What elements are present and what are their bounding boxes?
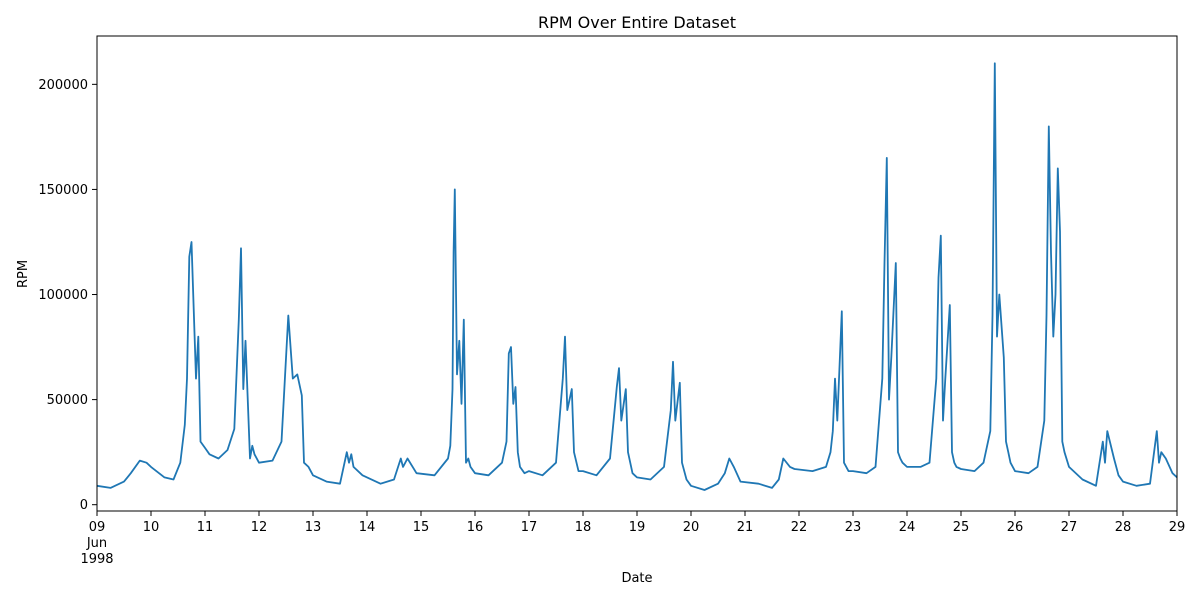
x-tick-label: 27 — [1061, 520, 1078, 535]
y-tick-label: 200000 — [38, 78, 88, 93]
x-tick-label: 10 — [143, 520, 160, 535]
y-axis-label: RPM — [16, 260, 31, 288]
plot-area — [96, 35, 1178, 512]
x-tick-label: 21 — [737, 520, 754, 535]
x-tick-label: 15 — [413, 520, 430, 535]
x-tick-label: 19 — [629, 520, 646, 535]
y-tick-label: 150000 — [38, 183, 88, 198]
x-tick-sublabel: 1998 — [80, 552, 113, 567]
x-tick-label: 24 — [899, 520, 916, 535]
x-tick-label: 13 — [305, 520, 322, 535]
y-tick-label: 0 — [80, 498, 88, 513]
x-tick-label: 17 — [521, 520, 538, 535]
x-tick-label: 11 — [197, 520, 214, 535]
x-tick-label: 09 — [89, 520, 106, 535]
y-tick-label: 100000 — [38, 288, 88, 303]
x-tick-label: 20 — [683, 520, 700, 535]
x-tick-label: 29 — [1169, 520, 1186, 535]
series-layer — [96, 62, 1178, 491]
y-axis: 0 50000 100000 150000 200000 — [38, 78, 97, 513]
plot-frame — [96, 35, 1178, 512]
chart-title: RPM Over Entire Dataset — [538, 13, 736, 32]
x-tick-sublabel: Jun — [86, 536, 107, 551]
x-tick-label: 23 — [845, 520, 862, 535]
y-tick-label: 50000 — [47, 393, 88, 408]
x-tick-label: 12 — [251, 520, 268, 535]
x-tick-label: 14 — [359, 520, 376, 535]
x-tick-label: 18 — [575, 520, 592, 535]
x-tick-label: 25 — [953, 520, 970, 535]
x-tick-label: 16 — [467, 520, 484, 535]
series-line-0 — [96, 62, 1178, 491]
x-tick-label: 22 — [791, 520, 808, 535]
x-tick-label: 28 — [1115, 520, 1132, 535]
x-tick-label: 26 — [1007, 520, 1024, 535]
x-axis-label: Date — [621, 571, 652, 586]
